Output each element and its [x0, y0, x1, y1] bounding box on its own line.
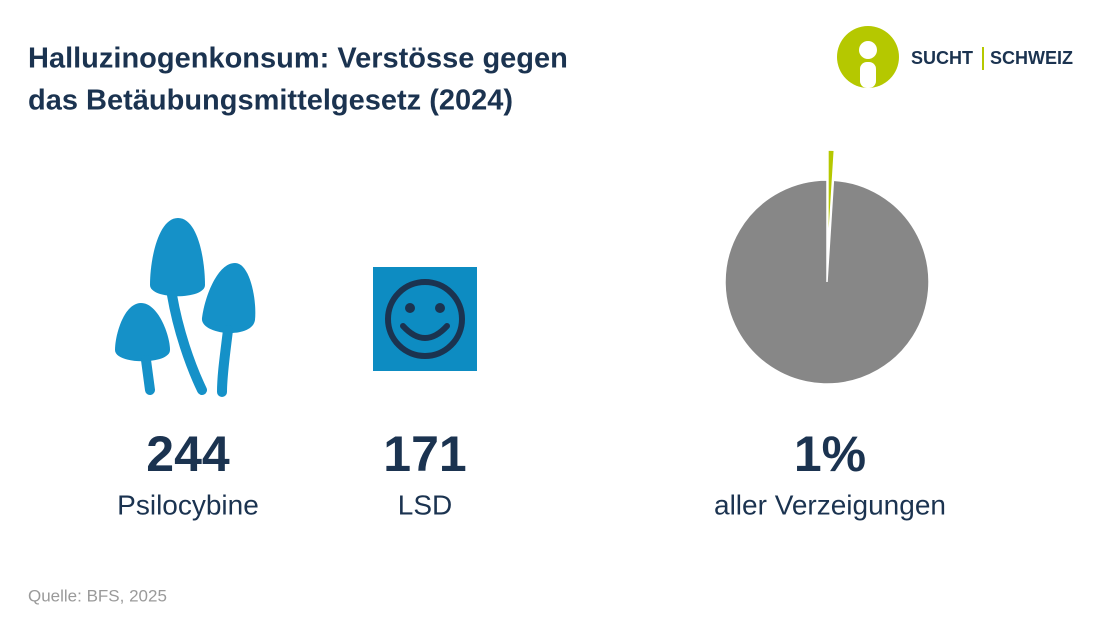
title-line: das Betäubungsmittelgesetz (2024) — [28, 85, 513, 117]
source: Quelle: BFS, 2025 — [28, 586, 167, 605]
pie-value-label: 1% — [794, 426, 866, 482]
logo-head — [859, 41, 877, 59]
lsd-icon — [373, 267, 477, 371]
stat-label: Psilocybine — [117, 489, 259, 520]
pie-slice — [827, 149, 836, 253]
pie — [724, 149, 930, 385]
logo-text: SCHWEIZ — [990, 48, 1073, 68]
mushroom-icon — [115, 218, 256, 397]
pie-slice — [724, 179, 930, 385]
pie-caption: aller Verzeigungen — [714, 489, 946, 520]
stat-value: 244 — [146, 426, 230, 482]
logo-text: SUCHT — [911, 48, 973, 68]
title-line: Halluzinogenkonsum: Verstösse gegen — [28, 43, 568, 75]
logo: SUCHT SCHWEIZ — [837, 26, 1073, 88]
stat-label: LSD — [398, 489, 452, 520]
stat-value: 171 — [383, 426, 466, 482]
logo-body — [860, 62, 876, 88]
